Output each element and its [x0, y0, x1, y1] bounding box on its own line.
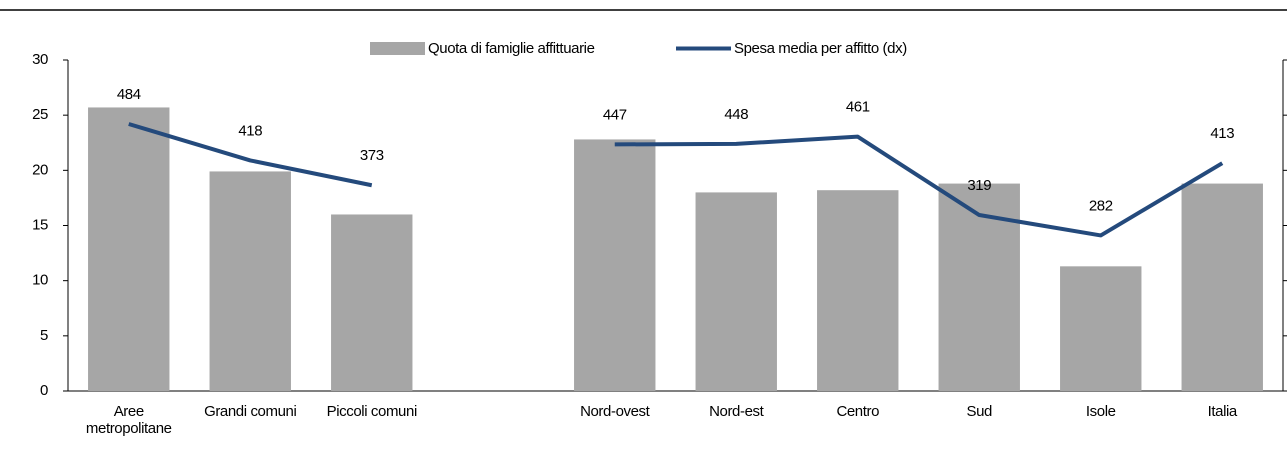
- y-tick-label: 15: [32, 216, 48, 233]
- bar: [1181, 183, 1263, 391]
- y-tick-label: 10: [32, 272, 48, 289]
- bar: [88, 107, 170, 392]
- legend-label: Spesa media per affitto (dx): [734, 40, 907, 57]
- y-tick-label: 30: [32, 51, 48, 68]
- data-label: 448: [724, 106, 748, 123]
- data-label: 282: [1089, 197, 1113, 214]
- data-label: 319: [967, 177, 991, 194]
- x-tick-label: Nord-est: [709, 403, 764, 420]
- x-tick-label: Sud: [966, 403, 993, 420]
- x-tick-label: Isole: [1085, 403, 1116, 420]
- y-tick-label: 0: [40, 382, 48, 399]
- data-label: 447: [603, 106, 627, 123]
- x-tick-label: Grandi comuni: [204, 403, 297, 420]
- data-label: 418: [238, 122, 262, 139]
- x-tick-label: Nord-ovest: [580, 403, 650, 420]
- bar: [574, 139, 656, 391]
- bar: [817, 190, 899, 391]
- line: [128, 122, 1224, 238]
- x-tick-label: Aree metropolitane: [85, 403, 172, 437]
- x-tick-label: Italia: [1207, 403, 1238, 420]
- legend-label: Quota di famiglie affittuarie: [428, 40, 595, 57]
- bar: [331, 214, 413, 391]
- y-tick-label: 20: [32, 161, 48, 178]
- data-label: 373: [360, 147, 384, 164]
- bar: [209, 171, 291, 391]
- y-tick-label: 5: [40, 327, 48, 344]
- bar: [695, 192, 777, 391]
- data-label: 461: [846, 99, 870, 116]
- y-tick-label: 25: [32, 106, 48, 123]
- data-label: 484: [117, 86, 141, 103]
- x-tick-label: Piccoli comuni: [326, 403, 418, 420]
- bar: [1060, 266, 1142, 391]
- data-label: 413: [1210, 125, 1234, 142]
- legend-swatch: [370, 42, 425, 55]
- x-tick-label: Centro: [836, 403, 880, 420]
